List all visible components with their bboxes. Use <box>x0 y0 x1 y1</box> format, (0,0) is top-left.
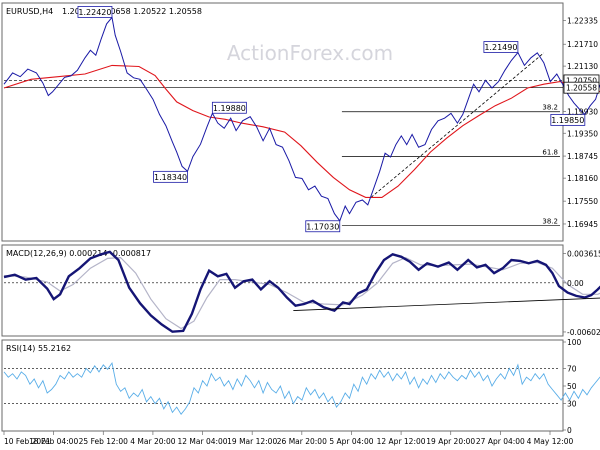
fib-level-label: 61.8 <box>542 149 558 157</box>
rsi-label: RSI(14) 55.2162 <box>6 344 71 353</box>
x-tick-label: 4 Mar 20:00 <box>130 437 176 446</box>
x-tick-label: 5 Apr 04:00 <box>329 437 373 446</box>
macd-line <box>3 250 600 333</box>
rsi-y-tick-label: 0 <box>567 426 572 435</box>
x-tick-label: 10 Feb 2021 <box>4 437 51 446</box>
x-tick-label: 18 Feb 04:00 <box>29 437 78 446</box>
x-tick-label: 19 Mar 12:00 <box>227 437 277 446</box>
dashed-level-tag-label: 1.20750 <box>566 76 597 85</box>
price-header: EURUSD,H4 1.20632 1.20658 1.20522 1.2055… <box>6 7 202 16</box>
price-y-tick-label: 1.18745 <box>567 152 598 161</box>
macd-label: MACD(12,26,9) 0.000214 -0.000817 <box>6 249 151 258</box>
macd-y-tick-label: -0.006026 <box>567 328 600 337</box>
macd-y-tick-label: 0.00 <box>567 279 584 288</box>
rsi-y-tick-label: 100 <box>567 338 582 347</box>
price-annotation-box <box>305 220 341 233</box>
moving-average-line <box>3 64 600 198</box>
macd-y-tick-label: 0.003615 <box>567 249 600 258</box>
price-series-line <box>3 16 600 222</box>
price-annotation-box <box>153 170 188 183</box>
x-tick-label: 12 Apr 12:00 <box>377 437 426 446</box>
price-annotation-label: 1.22420 <box>78 8 111 17</box>
price-y-tick-label: 1.19930 <box>567 107 598 116</box>
watermark-text: ActionForex.com <box>227 41 393 65</box>
price-annotation-label: 1.19880 <box>213 104 246 113</box>
fib-levels: 38.2 61.8 38.2 <box>341 104 560 227</box>
price-y-tick-label: 1.21130 <box>567 62 598 71</box>
price-annotation-label: 1.21490 <box>484 43 517 52</box>
fib-level-label: 38.2 <box>542 104 558 112</box>
rsi-panel-frame <box>1 339 564 432</box>
price-annotation-label: 1.17030 <box>306 222 339 231</box>
price-y-tick-label: 1.21710 <box>567 40 598 49</box>
rsi-y-tick-label: 70 <box>567 364 577 373</box>
price-annotation-box <box>77 6 113 18</box>
price-y-tick-label: 1.16945 <box>567 220 598 229</box>
x-tick-label: 4 May 12:00 <box>527 437 574 446</box>
price-y-tick-label: 1.18160 <box>567 174 598 183</box>
price-trendline <box>370 52 545 198</box>
x-tick-label: 27 Apr 04:00 <box>476 437 525 446</box>
rsi-y-tick-label: 50 <box>567 382 577 391</box>
current-price-tag-label: 1.20558 <box>566 84 597 93</box>
macd-signal-line <box>3 256 600 330</box>
price-annotation-label: 1.18340 <box>154 173 187 182</box>
macd-trendline <box>293 297 600 311</box>
x-tick-label: 25 Feb 12:00 <box>79 437 128 446</box>
price-annotations: 1.22420 1.18340 1.19880 1.17030 1.21490 1.198… <box>77 6 586 233</box>
ohlc-label: 1.20632 1.20658 1.20522 1.20558 <box>62 7 202 16</box>
price-y-tick-label: 1.22335 <box>567 17 598 26</box>
rsi-y-tick-label: 30 <box>567 400 577 409</box>
price-annotation-box <box>483 41 519 53</box>
symbol-label: EURUSD,H4 <box>6 7 53 16</box>
rsi-line <box>3 361 600 415</box>
fib-level-label: 38.2 <box>542 218 558 226</box>
macd-y-axis: 0.003615 0.00 -0.006026 <box>563 249 600 337</box>
price-y-tick-label: 1.17550 <box>567 197 598 206</box>
rsi-y-axis: 100 70 50 30 0 <box>563 338 582 435</box>
price-y-axis: 1.22335 1.21710 1.21130 1.19930 1.19350 1.187… <box>563 17 598 229</box>
price-y-tick-label: 1.19350 <box>567 129 598 138</box>
x-tick-label: 26 Mar 20:00 <box>277 437 327 446</box>
x-tick-label: 12 Mar 04:00 <box>178 437 228 446</box>
price-annotation-label: 1.19850 <box>551 116 584 125</box>
price-annotation-box <box>550 113 586 126</box>
price-annotation-box <box>211 101 247 114</box>
x-tick-label: 19 Apr 20:00 <box>426 437 475 446</box>
current-price-tag <box>563 81 600 94</box>
